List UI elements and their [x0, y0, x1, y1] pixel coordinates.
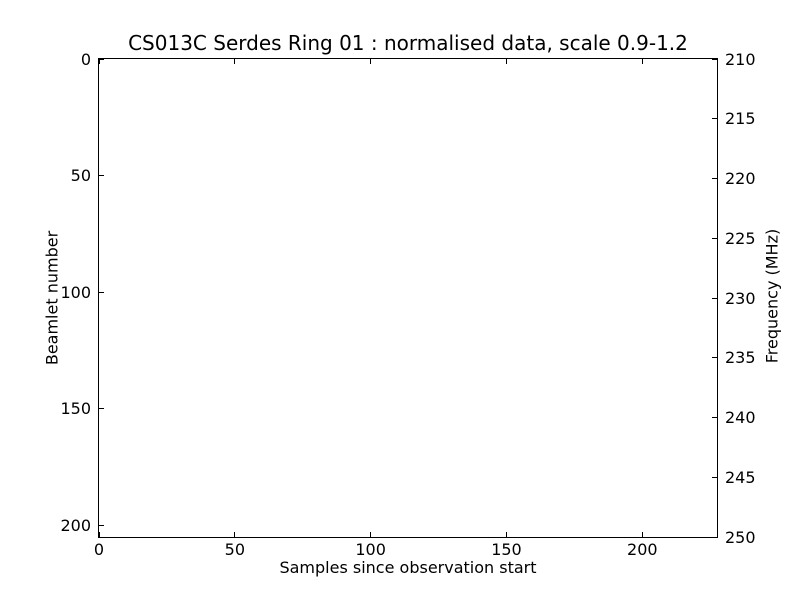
x-tick-label: 0	[93, 540, 105, 559]
x-tick-mark	[370, 59, 372, 64]
x-tick-label: 150	[491, 540, 522, 559]
y-right-tick-mark	[712, 178, 717, 179]
y-axis-label-right: Frequency (MHz)	[762, 228, 782, 364]
y-left-tick-label: 0	[80, 49, 91, 69]
x-tick-mark	[234, 532, 236, 537]
x-tick-mark	[98, 532, 100, 537]
x-axis-label: Samples since observation start	[279, 558, 537, 577]
y-right-tick-label: 250	[725, 527, 756, 547]
y-left-tick-mark	[99, 408, 104, 410]
y-right-tick-mark	[712, 476, 717, 478]
y-left-tick-mark	[99, 291, 104, 293]
y-right-tick-mark	[712, 357, 717, 359]
x-tick-mark	[641, 532, 643, 537]
y-right-tick-mark	[712, 237, 717, 239]
y-right-tick-label: 215	[725, 109, 756, 129]
x-tick-label: 100	[355, 540, 386, 559]
y-left-tick-mark	[99, 58, 104, 60]
chart-title: CS013C Serdes Ring 01 : normalised data,…	[128, 31, 688, 55]
y-right-tick-mark	[712, 297, 717, 299]
y-right-tick-mark	[712, 536, 717, 538]
y-right-tick-label: 240	[725, 408, 756, 427]
x-tick-label: 200	[627, 540, 658, 559]
y-right-tick-label: 245	[725, 467, 756, 487]
plot-area	[98, 58, 718, 538]
y-right-tick-label: 225	[725, 228, 756, 248]
y-left-tick-label: 100	[60, 282, 91, 302]
y-left-tick-mark	[99, 524, 104, 526]
x-tick-mark	[234, 59, 236, 64]
x-tick-label: 50	[224, 540, 245, 559]
y-right-tick-label: 230	[725, 288, 756, 308]
x-tick-mark	[641, 59, 643, 64]
y-right-tick-label: 235	[725, 348, 756, 368]
y-right-tick-label: 220	[725, 169, 756, 188]
y-left-tick-label: 50	[70, 166, 91, 186]
y-left-tick-mark	[99, 175, 104, 177]
y-right-tick-mark	[712, 118, 717, 120]
x-tick-mark	[370, 532, 372, 537]
x-tick-mark	[98, 59, 100, 64]
y-right-tick-mark	[712, 417, 717, 418]
y-left-tick-label: 200	[60, 515, 91, 535]
y-right-tick-mark	[712, 58, 717, 60]
y-right-tick-label: 210	[725, 49, 756, 69]
x-tick-mark	[505, 59, 507, 64]
y-left-tick-label: 150	[60, 399, 91, 419]
x-tick-mark	[505, 532, 507, 537]
